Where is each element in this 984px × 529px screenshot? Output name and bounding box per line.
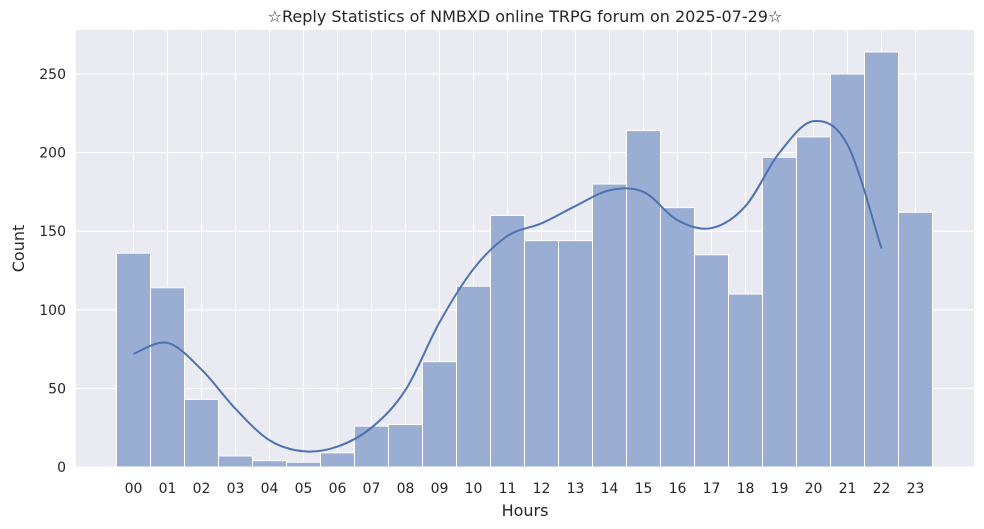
y-tick-label: 150 (39, 224, 66, 240)
x-tick-label: 04 (261, 481, 279, 497)
x-tick-label: 10 (465, 481, 483, 497)
x-tick-label: 13 (567, 481, 585, 497)
x-tick-label: 06 (329, 481, 347, 497)
x-tick-label: 00 (125, 481, 143, 497)
bar-00 (116, 252, 151, 468)
x-tick-label: 20 (805, 481, 823, 497)
bar-01 (150, 287, 185, 468)
x-tick-labels: 00 01 02 03 04 05 06 07 08 09 10 11 12 13 14 15 16 17 18 19… (125, 481, 925, 497)
bar-02 (184, 398, 219, 468)
kde-curve (133, 119, 883, 453)
bar-19 (762, 156, 797, 468)
bar-03 (218, 455, 253, 468)
bar-13 (558, 240, 593, 468)
x-tick-label: 16 (669, 481, 687, 497)
y-tick-label: 250 (39, 67, 66, 83)
x-tick-label: 14 (601, 481, 619, 497)
x-tick-label: 19 (771, 481, 789, 497)
bar-07 (354, 425, 389, 468)
x-tick-label: 03 (227, 481, 245, 497)
bar-22 (864, 51, 899, 468)
x-tick-label: 22 (873, 481, 891, 497)
bar-11 (490, 214, 525, 468)
x-tick-label: 07 (363, 481, 381, 497)
bar-15 (626, 130, 661, 468)
bar-20 (796, 136, 831, 468)
chart-title: ☆Reply Statistics of NMBXD online TRPG f… (268, 7, 783, 26)
y-tick-label: 100 (39, 303, 66, 319)
bar-21 (830, 73, 865, 468)
x-tick-label: 23 (907, 481, 925, 497)
x-tick-label: 05 (295, 481, 313, 497)
bar-10 (456, 285, 491, 468)
x-axis-label: Hours (502, 501, 549, 520)
x-tick-label: 02 (193, 481, 211, 497)
bars (116, 51, 933, 468)
x-tick-label: 01 (159, 481, 177, 497)
bar-05 (286, 461, 321, 468)
bar-06 (320, 452, 355, 468)
y-tick-label: 50 (48, 381, 66, 397)
y-tick-label: 200 (39, 146, 66, 162)
x-tick-label: 12 (533, 481, 551, 497)
y-tick-labels: 0 50 100 150 200 250 (39, 67, 66, 476)
y-tick-label: 0 (57, 460, 66, 476)
y-axis-label: Count (9, 225, 28, 273)
bar-09 (422, 361, 457, 468)
bar-17 (694, 254, 729, 468)
x-tick-label: 21 (839, 481, 857, 497)
x-tick-label: 17 (703, 481, 721, 497)
bar-12 (524, 240, 559, 468)
bar-23 (898, 211, 933, 468)
x-tick-label: 09 (431, 481, 449, 497)
x-tick-label: 18 (737, 481, 755, 497)
bar-04 (252, 460, 287, 468)
bar-14 (592, 183, 627, 468)
bar-18 (728, 293, 763, 468)
x-tick-label: 15 (635, 481, 653, 497)
bar-16 (660, 207, 695, 468)
bar-08 (388, 424, 423, 468)
x-tick-label: 11 (499, 481, 517, 497)
x-tick-label: 08 (397, 481, 415, 497)
